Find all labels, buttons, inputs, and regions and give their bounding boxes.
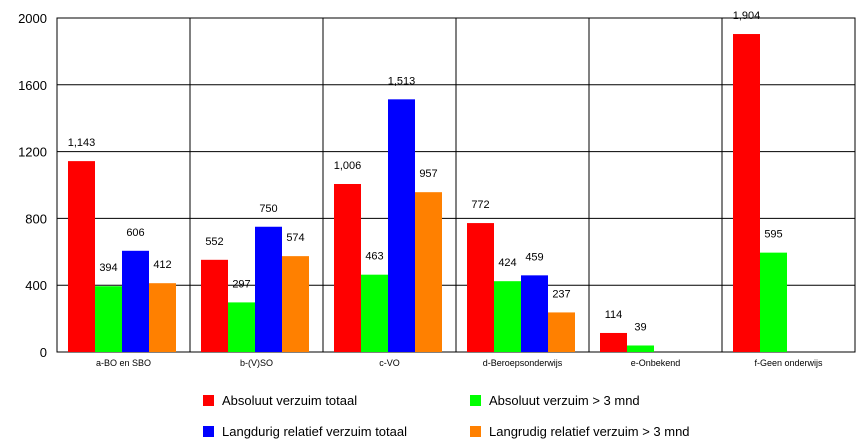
x-tick-label: b-(V)SO	[240, 358, 273, 368]
x-tick-label: c-VO	[379, 358, 400, 368]
y-tick-label: 0	[40, 345, 47, 360]
bar	[282, 256, 309, 352]
bar	[415, 192, 442, 352]
data-label: 750	[259, 203, 277, 215]
bar	[95, 286, 122, 352]
legend-swatch	[203, 426, 214, 437]
data-label: 297	[232, 278, 250, 290]
bar	[149, 283, 176, 352]
x-tick-label: f-Geen onderwijs	[754, 358, 823, 368]
bar	[494, 281, 521, 352]
bar	[201, 259, 228, 352]
data-label: 459	[525, 251, 543, 263]
bar	[548, 312, 575, 352]
data-label: 1,143	[68, 137, 96, 149]
bar	[600, 332, 627, 352]
bar	[68, 161, 95, 352]
legend-label: Absoluut verzuim > 3 mnd	[489, 393, 640, 408]
y-tick-label: 2000	[18, 11, 47, 26]
y-tick-label: 1600	[18, 78, 47, 93]
y-tick-label: 400	[25, 278, 47, 293]
data-label: 606	[126, 227, 144, 239]
bars	[68, 34, 787, 352]
data-labels: 1,143 552 1,006 772 114 1,904 394 297 463 424 39 59…	[68, 10, 783, 333]
legend-swatch	[470, 395, 481, 406]
data-label: 552	[205, 236, 223, 248]
legend-label: Langrudig relatief verzuim > 3 mnd	[489, 424, 690, 439]
bar	[521, 275, 548, 352]
bar	[122, 250, 149, 352]
legend-swatch	[470, 426, 481, 437]
bar	[228, 302, 255, 352]
data-label: 574	[286, 232, 304, 244]
bar	[760, 252, 787, 352]
data-label: 237	[552, 288, 570, 300]
legend-label: Absoluut verzuim totaal	[222, 393, 357, 408]
legend-swatch	[203, 395, 214, 406]
data-label: 463	[365, 251, 383, 263]
x-tick-label: e-Onbekend	[631, 358, 681, 368]
legend: Absoluut verzuim totaal Absoluut verzuim …	[203, 393, 690, 439]
legend-label: Langdurig relatief verzuim totaal	[222, 424, 407, 439]
data-label: 412	[153, 259, 171, 271]
grid-lines	[57, 18, 855, 352]
x-tick-label: d-Beroepsonderwijs	[483, 358, 563, 368]
data-label: 1,006	[334, 160, 362, 172]
bar	[627, 345, 654, 352]
data-label: 114	[605, 309, 623, 321]
bar	[733, 34, 760, 352]
data-label: 1,904	[733, 10, 761, 22]
data-label: 39	[634, 321, 646, 333]
data-label: 957	[419, 168, 437, 180]
bar	[361, 274, 388, 352]
bar	[255, 226, 282, 352]
bar	[334, 183, 361, 352]
data-label: 424	[498, 257, 516, 269]
data-label: 1,513	[388, 75, 416, 87]
x-tick-label: a-BO en SBO	[96, 358, 151, 368]
data-label: 772	[471, 199, 489, 211]
y-axis: 0 400 800 1200 1600 2000	[18, 11, 47, 360]
bar	[388, 99, 415, 352]
bar	[467, 223, 494, 352]
data-label: 394	[99, 262, 117, 274]
data-label: 595	[764, 229, 782, 241]
x-axis: a-BO en SBO b-(V)SO c-VO d-Beroepsonderwijs…	[96, 358, 823, 368]
y-tick-label: 800	[25, 211, 47, 226]
y-tick-label: 1200	[18, 145, 47, 160]
